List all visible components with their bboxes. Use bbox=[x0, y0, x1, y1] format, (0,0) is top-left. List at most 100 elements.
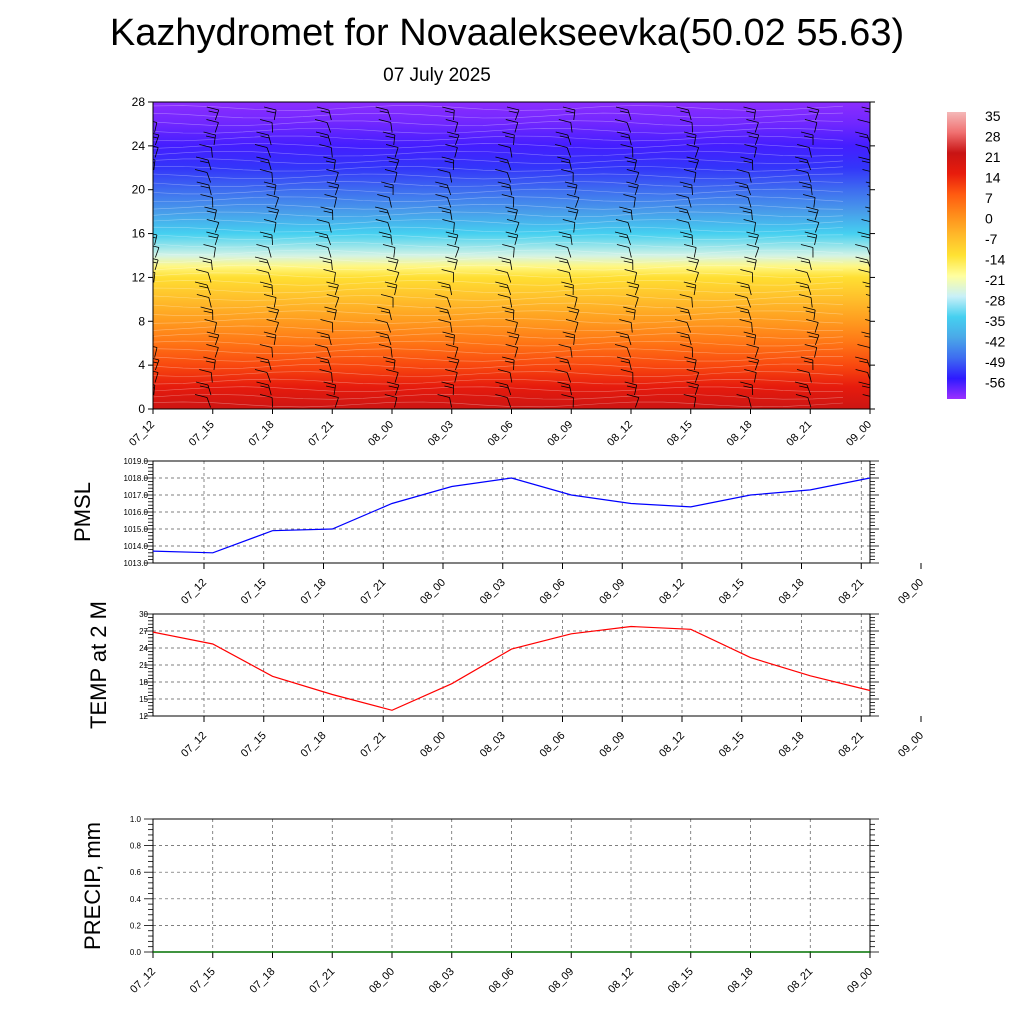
x-tick-label: 08_06 bbox=[538, 730, 568, 760]
x-tick-label: 08_18 bbox=[726, 966, 756, 996]
precip-panel: 0.0 0.2 0.4 0.6 0.8 1.0 07_12 07_15 07_18 07_21 08… bbox=[80, 815, 879, 996]
x-tick-label: 08_00 bbox=[366, 419, 396, 449]
x-tick-label: 08_00 bbox=[367, 966, 397, 996]
colorbar-label: -49 bbox=[985, 354, 1005, 370]
y-tick-label: 0.8 bbox=[130, 842, 142, 851]
grid-lines bbox=[153, 460, 870, 564]
y-tick-label: 0.4 bbox=[130, 895, 142, 904]
y-tick-label: 0.6 bbox=[130, 868, 142, 877]
chart-title: Kazhydromet for Novaalekseevka(50.02 55.… bbox=[109, 12, 905, 54]
x-tick-label: 08_18 bbox=[777, 577, 807, 607]
temperature-field bbox=[153, 102, 870, 409]
x-tick-label: 07_21 bbox=[358, 730, 388, 760]
x-tick-label: 08_03 bbox=[427, 966, 457, 996]
x-tick-label: 07_21 bbox=[358, 577, 388, 607]
y-tick-label: 4 bbox=[138, 358, 145, 372]
y-tick-label: 18 bbox=[139, 678, 148, 687]
series-line bbox=[152, 625, 871, 711]
colorbar-label: -28 bbox=[985, 293, 1005, 309]
x-tick-label: 09_00 bbox=[844, 419, 874, 449]
chart-subtitle: 07 July 2025 bbox=[383, 65, 491, 86]
y-tick-label: 12 bbox=[132, 270, 146, 284]
colorbar-label: 35 bbox=[985, 108, 1001, 124]
colorbar-label: 21 bbox=[985, 149, 1001, 165]
y-tick-label: 1014.0 bbox=[124, 542, 149, 551]
x-tick-label: 07_12 bbox=[179, 577, 209, 607]
x-tick-label: 07_15 bbox=[239, 577, 269, 607]
x-tick-label: 08_15 bbox=[717, 730, 747, 760]
x-tick-label: 07_18 bbox=[247, 419, 277, 449]
x-tick-label: 09_00 bbox=[896, 577, 926, 607]
y-tick-label: 0.2 bbox=[130, 921, 142, 930]
x-tick-label: 07_15 bbox=[188, 966, 218, 996]
x-tick-label: 08_12 bbox=[657, 730, 687, 760]
colorbar-label: -56 bbox=[985, 375, 1005, 391]
x-tick-label: 08_09 bbox=[546, 966, 576, 996]
y-axis-label: TEMP at 2 M bbox=[86, 601, 111, 729]
y-axis-label: PRECIP, mm bbox=[80, 822, 105, 950]
x-tick-label: 08_00 bbox=[418, 730, 448, 760]
x-tick-label: 07_12 bbox=[127, 419, 157, 449]
x-tick-label: 08_15 bbox=[717, 577, 747, 607]
x-tick-label: 08_12 bbox=[605, 419, 635, 449]
colorbar-label: -7 bbox=[985, 231, 998, 247]
y-tick-label: 12 bbox=[139, 712, 148, 721]
y-tick-label: 16 bbox=[132, 227, 146, 241]
y-axis-label: PMSL bbox=[70, 482, 95, 542]
x-tick-label: 08_03 bbox=[426, 419, 456, 449]
x-tick-label: 07_18 bbox=[299, 730, 329, 760]
colorbar-label: 14 bbox=[985, 170, 1001, 186]
colorbar: 35 28 21 14 7 0 -7 -14 -21 -28 -35 -42 -49 -56 bbox=[947, 108, 1005, 399]
temp-panel: 12 15 18 21 24 27 30 07_12 07_15 07_18 07_21 08_00 0… bbox=[86, 601, 926, 760]
x-tick-label: 07_18 bbox=[299, 577, 329, 607]
colorbar-scale bbox=[947, 112, 966, 399]
y-tick-label: 1013.0 bbox=[124, 559, 149, 568]
x-tick-label: 08_18 bbox=[725, 419, 755, 449]
y-tick-label: 8 bbox=[138, 314, 145, 328]
y-tick-label: 21 bbox=[139, 661, 148, 670]
wind-barbs bbox=[153, 106, 870, 408]
y-tick-label: 20 bbox=[132, 183, 146, 197]
x-tick-label: 09_00 bbox=[845, 966, 875, 996]
y-tick-label: 30 bbox=[139, 610, 148, 619]
colorbar-label: -21 bbox=[985, 272, 1005, 288]
pmsl-panel: 1013.0 1014.0 1015.0 1016.0 1017.0 1018.0 1019… bbox=[70, 457, 926, 607]
y-tick-label: 0.0 bbox=[130, 948, 142, 957]
x-tick-label: 08_18 bbox=[777, 730, 807, 760]
colorbar-label: 7 bbox=[985, 190, 993, 206]
x-tick-label: 08_15 bbox=[666, 966, 696, 996]
colorbar-label: 0 bbox=[985, 211, 993, 227]
panel-frame bbox=[152, 613, 871, 717]
x-tick-label: 08_03 bbox=[478, 730, 508, 760]
x-tick-label: 08_21 bbox=[836, 577, 866, 607]
x-tick-label: 07_12 bbox=[179, 730, 209, 760]
x-tick-label: 07_21 bbox=[307, 966, 337, 996]
x-tick-label: 07_12 bbox=[128, 966, 158, 996]
x-tick-label: 08_21 bbox=[784, 419, 814, 449]
series-line bbox=[152, 477, 871, 554]
x-tick-label: 08_21 bbox=[836, 730, 866, 760]
x-tick-label: 08_12 bbox=[657, 577, 687, 607]
colorbar-label: 28 bbox=[985, 129, 1001, 145]
x-tick-label: 08_09 bbox=[597, 730, 627, 760]
x-tick-label: 08_06 bbox=[487, 966, 517, 996]
x-tick-label: 07_18 bbox=[248, 966, 278, 996]
x-tick-label: 08_06 bbox=[538, 577, 568, 607]
x-tick-label: 08_12 bbox=[606, 966, 636, 996]
y-tick-label: 24 bbox=[132, 139, 146, 153]
x-tick-label: 08_06 bbox=[486, 419, 516, 449]
x-tick-label: 08_15 bbox=[665, 419, 695, 449]
x-tick-label: 08_09 bbox=[597, 577, 627, 607]
y-tick-label: 1.0 bbox=[130, 815, 142, 824]
y-tick-label: 28 bbox=[132, 95, 146, 109]
y-tick-label: 1017.0 bbox=[124, 491, 149, 500]
y-tick-label: 15 bbox=[139, 695, 148, 704]
y-tick-label: 1016.0 bbox=[124, 508, 149, 517]
x-tick-label: 07_21 bbox=[306, 419, 336, 449]
colorbar-label: -14 bbox=[985, 252, 1005, 268]
y-tick-label: 0 bbox=[138, 402, 145, 416]
y-tick-label: 1019.0 bbox=[124, 457, 149, 466]
colorbar-label: -42 bbox=[985, 334, 1005, 350]
y-tick-label: 24 bbox=[139, 644, 148, 653]
x-tick-label: 07_15 bbox=[239, 730, 269, 760]
